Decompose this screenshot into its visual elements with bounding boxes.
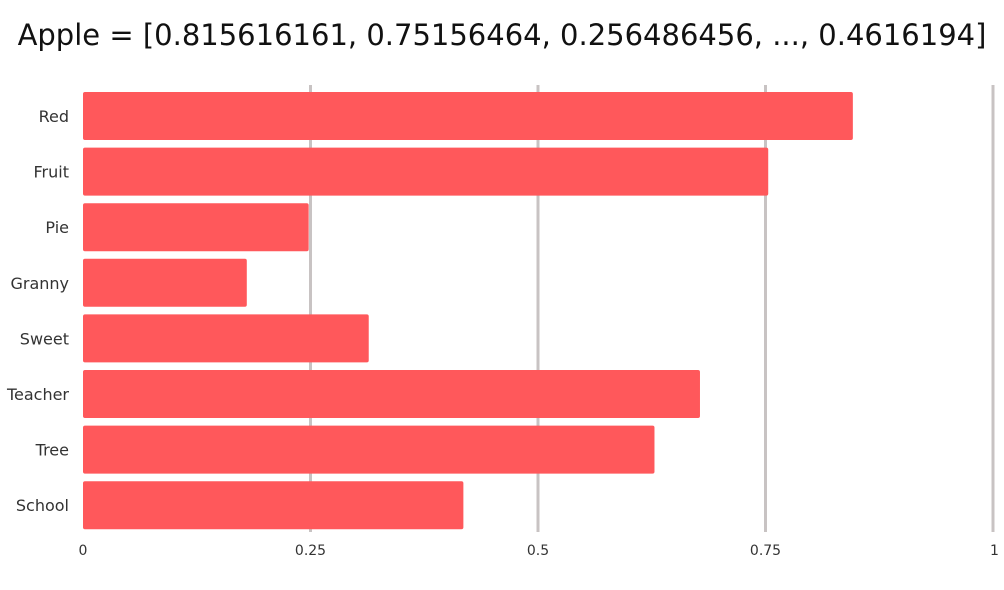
x-tick-label: 0	[79, 543, 88, 559]
category-label: Sweet	[20, 329, 69, 348]
bar	[83, 314, 369, 363]
bars	[83, 92, 853, 530]
category-label: Teacher	[6, 385, 69, 404]
category-label: Tree	[35, 441, 69, 460]
category-label: Fruit	[34, 163, 69, 182]
x-axis-tick-labels: 0 0.25 0.5 0.75 1	[79, 543, 999, 559]
category-labels: Red Fruit Pie Granny Sweet Teacher Tree School	[6, 107, 69, 515]
bar	[83, 92, 853, 140]
bar	[83, 425, 655, 474]
bar	[83, 147, 769, 196]
category-label: School	[16, 496, 69, 515]
chart-title: Apple = [0.815616161, 0.75156464, 0.2564…	[17, 18, 987, 52]
x-tick-label: 1	[990, 543, 999, 559]
x-tick-label: 0.25	[295, 543, 326, 559]
bar	[83, 370, 700, 418]
bar	[83, 203, 309, 252]
x-tick-label: 0.75	[750, 543, 781, 559]
category-label: Granny	[10, 274, 69, 293]
category-label: Pie	[45, 218, 69, 237]
x-tick-label: 0.5	[527, 543, 549, 559]
category-label: Red	[39, 107, 69, 126]
bar	[83, 481, 464, 530]
bar	[83, 258, 247, 307]
